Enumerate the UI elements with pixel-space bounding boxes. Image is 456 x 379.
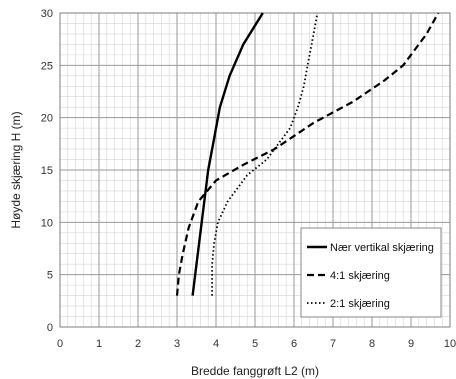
x-tick-label: 4 [213, 338, 219, 350]
y-axis-ticks: 0 5 10 15 20 25 30 [41, 8, 53, 334]
x-tick-label: 3 [174, 338, 180, 350]
series-line-3 [211, 12, 319, 296]
plot-area [59, 12, 451, 328]
x-tick-label: 10 [444, 338, 456, 350]
x-tick-label: 8 [369, 338, 375, 350]
y-tick-label: 25 [41, 60, 53, 72]
y-tick-label: 30 [41, 8, 53, 20]
legend-label: 4:1 skjæring [330, 270, 390, 282]
x-tick-label: 6 [291, 338, 297, 350]
x-tick-label: 9 [408, 338, 414, 350]
y-tick-label: 10 [41, 217, 53, 229]
legend-label: Nær vertikal skjæring [330, 242, 434, 254]
x-axis-ticks: 0 1 2 3 4 5 6 7 8 9 10 [57, 338, 456, 350]
series-line-1 [191, 12, 264, 296]
x-tick-label: 5 [252, 338, 258, 350]
y-tick-label: 20 [41, 113, 53, 125]
legend-label: 2:1 skjæring [330, 298, 390, 310]
x-tick-label: 7 [330, 338, 336, 350]
series-line-2 [175, 12, 440, 296]
series-layer [175, 12, 440, 296]
legend: Nær vertikal skjæring 4:1 skjæring 2:1 skj… [300, 227, 442, 318]
y-tick-label: 5 [47, 270, 53, 282]
y-tick-label: 15 [41, 165, 53, 177]
x-axis-label: Bredde fanggrøft L2 (m) [191, 364, 319, 378]
x-tick-label: 0 [57, 338, 63, 350]
x-tick-label: 1 [96, 338, 102, 350]
y-tick-label: 0 [47, 322, 53, 334]
x-tick-label: 2 [135, 338, 141, 350]
y-axis-label: Høyde skjæring H (m) [9, 111, 23, 228]
